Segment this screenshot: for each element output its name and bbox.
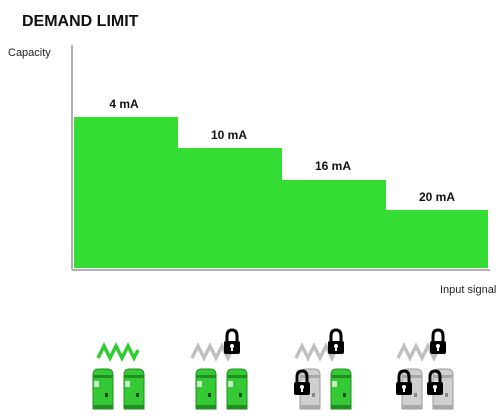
compressor-group — [92, 344, 145, 410]
step-label: 4 mA — [109, 97, 139, 111]
step-label: 20 mA — [419, 190, 455, 204]
title: DEMAND LIMIT — [22, 13, 139, 30]
compressor-group — [292, 328, 352, 410]
compressor-group — [394, 328, 454, 410]
capacity-steps — [74, 117, 488, 268]
step-label: 10 mA — [211, 128, 247, 142]
y-axis-label: Capacity — [8, 47, 51, 59]
x-axis-label: Input signal — [440, 284, 496, 296]
step-label: 16 mA — [315, 159, 351, 173]
compressor-group — [190, 328, 248, 410]
